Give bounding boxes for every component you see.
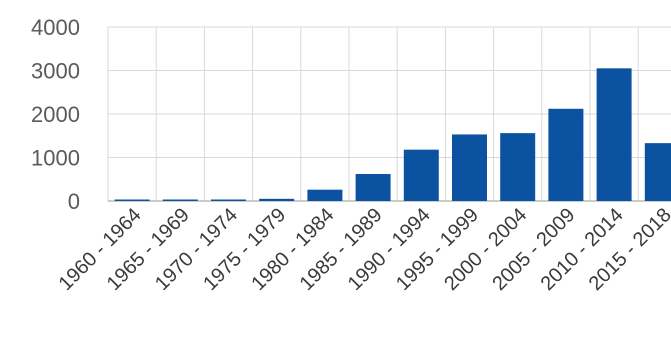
bar xyxy=(307,189,343,201)
bar xyxy=(259,198,295,201)
bar xyxy=(162,199,198,201)
y-axis: 0 1000 2000 3000 4000 xyxy=(31,15,80,214)
y-tick-label: 0 xyxy=(68,189,80,214)
bars xyxy=(114,68,671,201)
bar xyxy=(596,68,632,201)
bar xyxy=(644,143,671,201)
bar xyxy=(548,108,584,201)
bar xyxy=(452,134,487,201)
y-tick-label: 1000 xyxy=(31,146,80,171)
bar xyxy=(211,199,246,201)
y-tick-label: 2000 xyxy=(31,102,80,127)
bar xyxy=(355,174,391,201)
y-tick-label: 3000 xyxy=(31,59,80,84)
bar xyxy=(403,149,439,201)
y-tick-label: 4000 xyxy=(31,15,80,40)
bar xyxy=(500,133,536,201)
bar xyxy=(114,199,150,201)
